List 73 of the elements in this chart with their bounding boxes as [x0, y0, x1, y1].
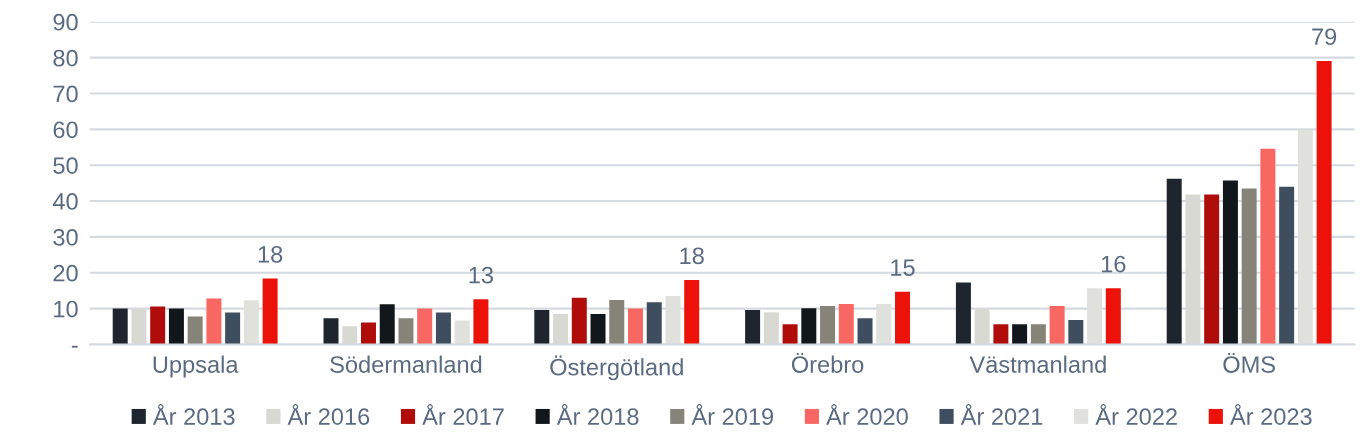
- data-label: 15: [891, 259, 915, 276]
- bar: [1068, 320, 1084, 345]
- x-tick-label: Örebro: [791, 352, 864, 373]
- bar: [112, 308, 128, 345]
- bar: [838, 303, 854, 345]
- bar: [1241, 188, 1257, 345]
- y-tick-label: 20: [53, 264, 78, 282]
- x-tick-label: Uppsala: [153, 355, 239, 378]
- bar: [206, 298, 222, 345]
- bar: [1166, 178, 1182, 345]
- bar: [1105, 288, 1121, 345]
- bar: [150, 306, 166, 345]
- y-tick-label: 60: [53, 121, 78, 139]
- y-tick-label: 80: [53, 49, 78, 67]
- bar: [168, 308, 184, 345]
- bar: [993, 324, 1009, 345]
- y-tick-label: 10: [54, 300, 78, 318]
- x-tick-label: Södermanland: [330, 355, 482, 373]
- bar: [262, 278, 278, 345]
- bar: [857, 318, 873, 345]
- bar: [609, 299, 625, 345]
- bar: [1222, 180, 1238, 345]
- bar: [225, 312, 241, 345]
- bar: [1260, 148, 1276, 345]
- bar: [820, 306, 836, 345]
- x-tick-label: ÖMS: [1223, 352, 1275, 373]
- legend-label: År 2018: [556, 404, 639, 425]
- bar: [323, 318, 339, 345]
- y-tick-label: -: [71, 345, 78, 348]
- bar: [187, 316, 203, 345]
- bar: [895, 291, 911, 345]
- legend-label: År 2016: [287, 404, 370, 425]
- bar: [628, 308, 643, 345]
- bar: [684, 279, 700, 345]
- bar: [379, 304, 395, 345]
- bar: [590, 313, 606, 345]
- bar: [398, 318, 414, 345]
- bar: [955, 282, 971, 345]
- legend-label: År 2020: [826, 404, 908, 425]
- x-tick-label: Västmanland: [969, 355, 1106, 373]
- legend-label: År 2019: [691, 404, 774, 425]
- legend-label: År 2013: [152, 404, 235, 425]
- bar: [1030, 324, 1046, 345]
- bar: [1316, 60, 1332, 345]
- y-tick-label: 70: [53, 85, 78, 103]
- bar: [646, 302, 662, 345]
- bar: [1049, 306, 1065, 345]
- bar: [801, 308, 817, 345]
- data-label: 16: [1101, 255, 1126, 273]
- bar: [1204, 194, 1220, 345]
- x-tick-label: Östergötland: [550, 355, 683, 381]
- bar: [360, 322, 376, 345]
- legend-label: År 2021: [960, 404, 1043, 425]
- y-tick-label: 90: [53, 13, 78, 31]
- data-label: 18: [680, 247, 704, 265]
- bar: [571, 297, 587, 345]
- legend-label: År 2023: [1230, 404, 1312, 425]
- y-tick-label: 40: [52, 193, 78, 210]
- bar: [473, 299, 489, 345]
- bar: [782, 324, 798, 345]
- data-label: 18: [258, 245, 283, 263]
- legend-label: År 2022: [1095, 404, 1177, 425]
- bar: [435, 312, 451, 345]
- bar: [1279, 186, 1295, 345]
- bar: [417, 308, 433, 345]
- y-tick-label: 50: [53, 157, 78, 174]
- legend-label: År 2017: [422, 404, 504, 425]
- data-label: 13: [469, 266, 494, 284]
- bar: [1012, 324, 1028, 345]
- data-label: 79: [1312, 28, 1337, 46]
- bar: [745, 310, 761, 345]
- y-tick-label: 30: [53, 228, 78, 246]
- bar: [534, 310, 550, 345]
